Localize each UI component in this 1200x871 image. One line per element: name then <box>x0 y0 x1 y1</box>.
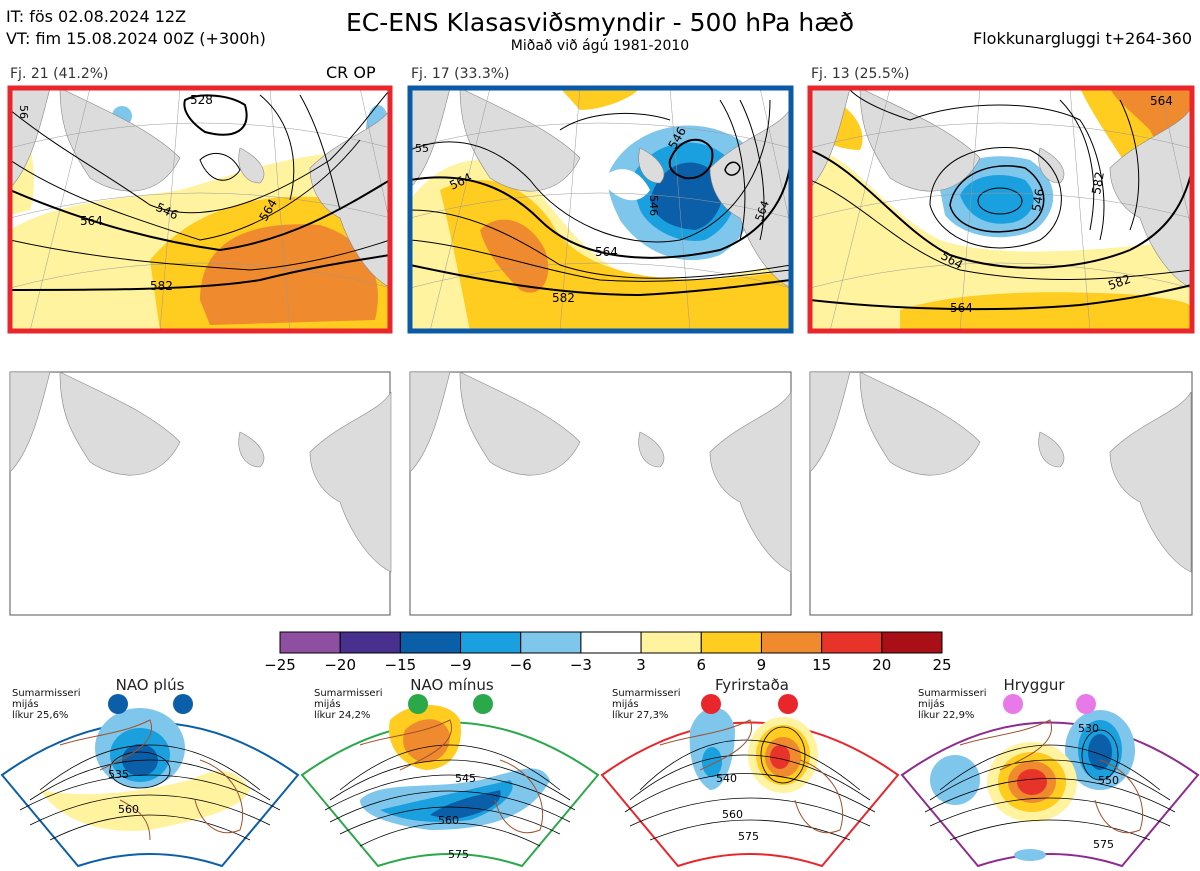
colorbar-swatch <box>640 631 702 654</box>
panel-1-frame <box>7 85 393 334</box>
contour-label: 546 <box>1029 188 1047 213</box>
colorbar-swatch <box>399 631 462 654</box>
contour-label: 582 <box>1089 171 1107 196</box>
regime-info-line: mijás <box>12 699 39 710</box>
regime-1-info: Sumarmisseri mijás líkur 25,6% <box>12 688 92 721</box>
colorbar-swatch <box>339 631 401 654</box>
colorbar-tick-label: 9 <box>756 656 767 674</box>
contour-label: 55 <box>415 142 429 155</box>
colorbar-tick-label: 6 <box>696 656 707 674</box>
colorbar <box>279 631 943 654</box>
colorbar-swatch <box>881 631 943 654</box>
map-panel-1: 528 546 564 582 56 564 <box>10 88 390 331</box>
panel-1-tag: CR OP <box>326 63 376 82</box>
regime-info-line: Sumarmisseri <box>12 688 81 699</box>
colorbar-tick-label: −3 <box>569 656 592 674</box>
colorbar-swatch <box>520 631 582 654</box>
colorbar-swatch <box>279 631 341 654</box>
regime-info-line: líkur 24,2% <box>314 710 371 721</box>
regime-1-title: NAO plús <box>115 676 185 694</box>
regime-contour: 560 <box>118 803 139 816</box>
contour-label: 528 <box>190 93 213 107</box>
regime-4-title: Hryggur <box>1003 676 1065 694</box>
colorbar-swatch <box>580 631 642 654</box>
regime-info-line: líkur 27,3% <box>612 710 669 721</box>
map-panel-3: 546 564 582 582 564 564 <box>810 88 1192 331</box>
valid-time: VT: fim 15.08.2024 00Z (+300h) <box>6 29 266 48</box>
contour-label: 564 <box>80 214 103 228</box>
regime-2-title: NAO mínus <box>410 676 494 694</box>
page-title: EC-ENS Klasasviðsmyndir - 500 hPa hæð <box>345 8 855 37</box>
contour-label: 582 <box>552 291 575 305</box>
colorbar-swatch <box>700 631 762 654</box>
regime-contour: 560 <box>722 808 743 821</box>
contour-label: 564 <box>1150 94 1173 108</box>
regime-info-line: mijás <box>612 699 639 710</box>
regime-1: 535 560 <box>0 694 300 868</box>
regime-contour: 560 <box>438 814 459 827</box>
regime-info-line: Sumarmisseri <box>612 688 681 699</box>
regime-contour: 550 <box>1098 774 1119 787</box>
regime-2-info: Sumarmisseri mijás líkur 24,2% <box>314 688 394 721</box>
regime-info-line: Sumarmisseri <box>918 688 987 699</box>
empty-map-2 <box>409 371 792 616</box>
regime-contour: 575 <box>1093 838 1114 851</box>
regime-contour: 545 <box>455 772 476 785</box>
regime-contour: 575 <box>738 830 759 843</box>
colorbar-swatch <box>760 631 823 654</box>
contour-label: 564 <box>950 301 973 315</box>
colorbar-tick-label: 20 <box>872 656 892 674</box>
panel-3-frame <box>807 85 1195 334</box>
colorbar-swatch <box>821 631 883 654</box>
regime-info-line: líkur 22,9% <box>918 710 975 721</box>
regime-info-line: mijás <box>314 699 341 710</box>
regime-3-title: Fyrirstaða <box>715 676 789 694</box>
colorbar-tick-label: −25 <box>264 656 296 674</box>
regime-contour: 575 <box>448 848 469 861</box>
colorbar-tick-label: −6 <box>509 656 532 674</box>
regime-info-line: Sumarmisseri <box>314 688 383 699</box>
regime-3-info: Sumarmisseri mijás líkur 27,3% <box>612 688 692 721</box>
contour-label: 564 <box>595 245 618 259</box>
panel-2-label: Fj. 17 (33.3%) <box>411 66 510 82</box>
init-time: IT: fös 02.08.2024 12Z <box>6 7 187 26</box>
page-subtitle: Miðað við ágú 1981-2010 <box>510 38 690 54</box>
contour-label: 56 <box>17 105 30 119</box>
colorbar-tick-label: −15 <box>384 656 417 674</box>
regime-info-line: mijás <box>918 699 945 710</box>
regime-4-info: Sumarmisseri mijás líkur 22,9% <box>918 688 998 721</box>
panel-3-label: Fj. 13 (25.5%) <box>811 66 910 82</box>
panel-2-frame <box>407 85 794 334</box>
regime-3: 540 560 575 <box>600 694 900 868</box>
colorbar-tick-label: −9 <box>449 656 472 674</box>
header-times: IT: fös 02.08.2024 12Z VT: fim 15.08.202… <box>6 6 266 50</box>
regime-contour: 540 <box>716 772 737 785</box>
colorbar-tick-label: 25 <box>932 656 952 674</box>
colorbar-swatch <box>460 631 522 654</box>
regime-info-line: líkur 25,6% <box>12 710 69 721</box>
contour-label: 582 <box>150 279 173 293</box>
classification-window: Flokkunargluggi t+264-360 <box>973 29 1192 48</box>
colorbar-tick-label: 3 <box>636 656 646 674</box>
regime-4: 530 550 575 <box>900 694 1200 868</box>
map-panel-2: 546 564 582 564 564 55 546 <box>410 88 791 331</box>
contour-label: 546 <box>647 195 660 216</box>
empty-map-1 <box>9 371 392 616</box>
regime-contour: 530 <box>1078 722 1099 735</box>
empty-map-3 <box>809 371 1193 616</box>
colorbar-tick-label: −20 <box>324 656 356 674</box>
colorbar-tick-label: 15 <box>812 656 832 674</box>
panel-1-label: Fj. 21 (41.2%) <box>10 66 109 82</box>
regime-2: 545 560 575 <box>300 694 600 868</box>
regime-contour: 535 <box>108 768 129 781</box>
